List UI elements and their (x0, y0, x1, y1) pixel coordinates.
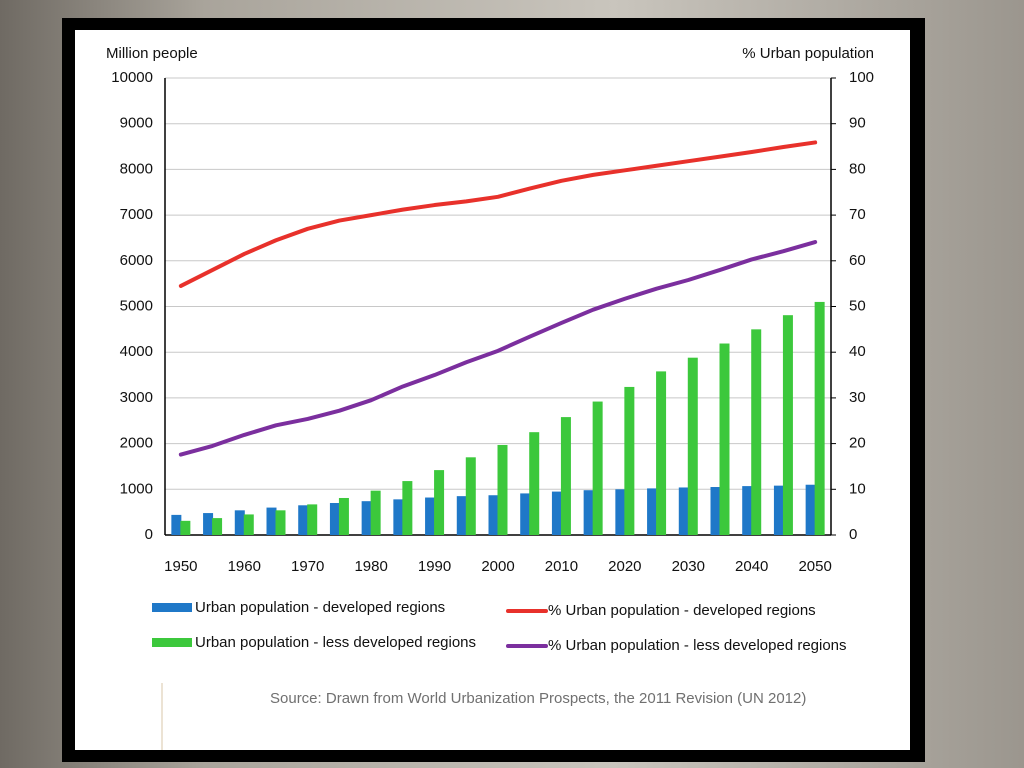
y-tick-label: 10000 (111, 69, 153, 86)
source-box: Source: Drawn from World Urbanization Pr… (270, 690, 807, 707)
bar (583, 490, 594, 535)
bar (656, 371, 667, 535)
bar (266, 507, 277, 535)
y2-tick-label: 90 (849, 115, 866, 132)
line (178, 240, 818, 457)
legend-swatch (152, 638, 192, 647)
bar (275, 510, 286, 535)
y-tick-label: 5000 (120, 297, 153, 314)
x-tick-label: 1990 (418, 558, 451, 575)
x-tick-label: 1950 (164, 558, 197, 575)
bar (425, 497, 436, 535)
y-tick-label: 4000 (120, 343, 153, 360)
bar (751, 329, 762, 535)
bar (393, 499, 404, 535)
x-tick-label: 1970 (291, 558, 324, 575)
bar (180, 520, 191, 535)
bar (773, 485, 784, 535)
x-tick-label: 1980 (354, 558, 387, 575)
bar (171, 514, 182, 535)
y-tick-label: 6000 (120, 252, 153, 269)
y-tick-label: 1000 (120, 480, 153, 497)
x-tick-label: 2050 (798, 558, 831, 575)
bar (243, 514, 254, 535)
legend-label: Urban population - developed regions (195, 599, 445, 616)
x-tick-label: 2020 (608, 558, 641, 575)
legend-swatch (152, 603, 192, 612)
x-tick-label: 2000 (481, 558, 514, 575)
y2-tick-label: 100 (849, 69, 874, 86)
bar (742, 486, 753, 535)
source-note: Source: Drawn from World Urbanization Pr… (270, 690, 807, 707)
bar (212, 518, 223, 535)
y2-axis-label: % Urban population (742, 45, 874, 62)
y-tick-label: 0 (145, 526, 153, 543)
y2-tick-label: 40 (849, 343, 866, 360)
bar (710, 487, 721, 535)
bar (687, 357, 698, 535)
bar (329, 503, 340, 535)
bar (307, 504, 318, 535)
bar (370, 490, 381, 535)
x-tick-label: 2030 (672, 558, 705, 575)
y2-tick-label: 10 (849, 480, 866, 497)
bar (560, 417, 571, 535)
y2-tick-label: 60 (849, 252, 866, 269)
y-tick-label: 9000 (120, 115, 153, 132)
bar (805, 484, 816, 535)
bar (529, 432, 540, 535)
legend-label: Urban population - less developed region… (195, 634, 476, 651)
legend-label: % Urban population - developed regions (548, 602, 816, 619)
x-tick-label: 2040 (735, 558, 768, 575)
bar (402, 481, 413, 535)
bar (456, 496, 467, 535)
bar (203, 513, 214, 535)
y2-tick-label: 20 (849, 435, 866, 452)
y-tick-label: 8000 (120, 160, 153, 177)
x-tick-label: 2010 (545, 558, 578, 575)
bar (782, 315, 793, 535)
y-tick-label: 7000 (120, 206, 153, 223)
bar (488, 495, 499, 535)
y2-tick-label: 80 (849, 160, 866, 177)
y2-tick-label: 70 (849, 206, 866, 223)
bar (678, 487, 689, 535)
bar (624, 386, 635, 535)
bar (615, 489, 626, 535)
bar (814, 301, 825, 535)
x-tick-label: 1960 (228, 558, 261, 575)
bar (520, 493, 531, 535)
line (178, 140, 818, 288)
legend-label: % Urban population - less developed regi… (548, 637, 847, 654)
bar (465, 457, 476, 535)
y-tick-label: 3000 (120, 389, 153, 406)
y2-tick-label: 30 (849, 389, 866, 406)
bar (719, 343, 730, 535)
bar (361, 501, 372, 535)
bar (647, 488, 658, 535)
y-tick-label: 2000 (120, 435, 153, 452)
bar (434, 470, 445, 535)
bar (338, 497, 349, 535)
bar (234, 510, 245, 535)
bar (298, 505, 309, 535)
y2-tick-label: 50 (849, 297, 866, 314)
bar (592, 401, 603, 535)
bar (497, 444, 508, 535)
y-axis-label: Million people (106, 45, 198, 62)
y2-tick-label: 0 (849, 526, 857, 543)
bar (551, 491, 562, 535)
